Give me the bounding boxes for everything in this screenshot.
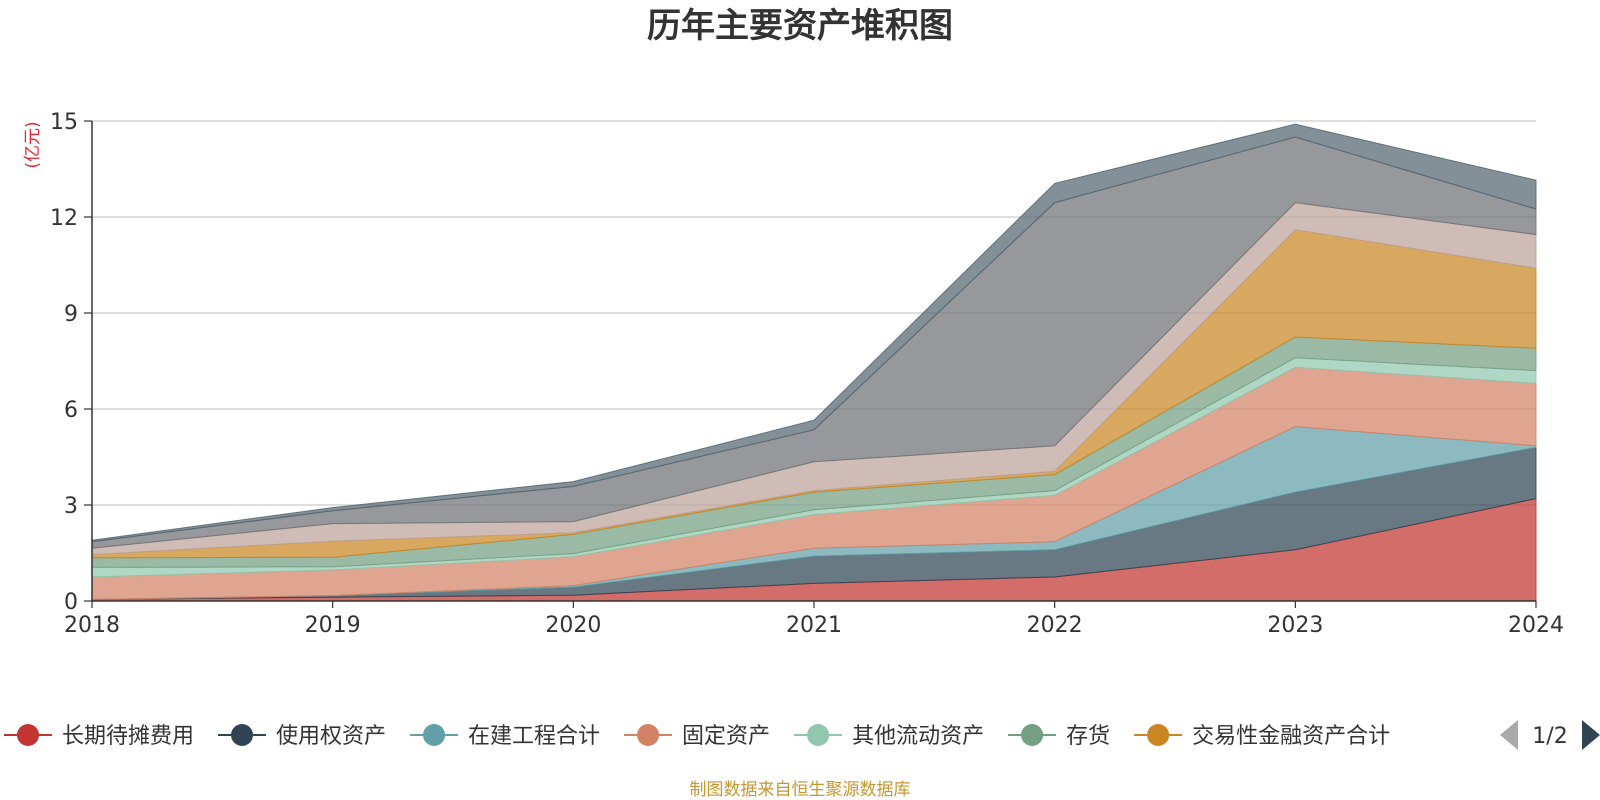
legend-item-5[interactable]: 存货 bbox=[1008, 724, 1110, 749]
y-tick-label-0: 0 bbox=[64, 590, 78, 615]
legend-dot-icon bbox=[807, 724, 830, 746]
x-tick-label-0: 2018 bbox=[64, 613, 120, 638]
legend-item-1[interactable]: 使用权资产 bbox=[218, 724, 386, 749]
legend-dot-icon bbox=[1021, 724, 1044, 746]
legend-item-2[interactable]: 在建工程合计 bbox=[410, 724, 600, 749]
x-tick-label-4: 2022 bbox=[1027, 613, 1083, 638]
legend-item-6[interactable]: 交易性金融资产合计 bbox=[1134, 724, 1390, 749]
x-tick-label-6: 2024 bbox=[1508, 613, 1564, 638]
area-series-9 bbox=[91, 123, 1537, 543]
y-tick-label-5: 15 bbox=[50, 110, 78, 135]
y-axis-unit: (亿元) bbox=[23, 121, 43, 168]
legend-item-4[interactable]: 其他流动资产 bbox=[794, 724, 984, 749]
legend-item-3[interactable]: 固定资产 bbox=[624, 724, 770, 749]
legend-label: 长期待摊费用 bbox=[62, 724, 194, 749]
x-tick-label-5: 2023 bbox=[1267, 613, 1323, 638]
legend-dot-icon bbox=[17, 724, 39, 746]
data-source-note: 制图数据来自恒生聚源数据库 bbox=[690, 780, 911, 800]
y-tick-label-4: 12 bbox=[50, 206, 78, 231]
legend-dot-icon bbox=[423, 724, 446, 746]
legend: 长期待摊费用 使用权资产 在建工程合计 固定资产 其他流动资产 存货 交易性金融资产合计 1/… bbox=[4, 720, 1600, 750]
x-tick-label-3: 2021 bbox=[786, 613, 842, 638]
legend-label: 交易性金融资产合计 bbox=[1192, 724, 1390, 749]
legend-page-indicator: 1/2 bbox=[1532, 724, 1567, 749]
y-tick-label-3: 9 bbox=[64, 302, 78, 327]
legend-next-page-icon[interactable] bbox=[1582, 720, 1600, 750]
legend-dot-icon bbox=[1147, 724, 1170, 746]
legend-label: 在建工程合计 bbox=[468, 724, 600, 749]
legend-item-0[interactable]: 长期待摊费用 bbox=[4, 724, 194, 749]
legend-dot-icon bbox=[637, 724, 660, 746]
y-tick-label-1: 3 bbox=[64, 494, 78, 519]
y-tick-label-2: 6 bbox=[64, 398, 78, 423]
x-tick-label-1: 2019 bbox=[305, 613, 361, 638]
legend-label: 固定资产 bbox=[682, 724, 770, 749]
legend-prev-page-icon[interactable] bbox=[1500, 720, 1518, 750]
legend-label: 使用权资产 bbox=[276, 724, 386, 749]
legend-label: 其他流动资产 bbox=[852, 724, 984, 749]
legend-label: 存货 bbox=[1066, 724, 1110, 749]
axes: 0 3 6 9 12 15 2018 2019 2020 2021 2022 2023 2024 bbox=[50, 110, 1564, 638]
legend-dot-icon bbox=[231, 724, 254, 746]
chart-title: 历年主要资产堆积图 bbox=[647, 6, 953, 46]
area-series-group bbox=[91, 123, 1537, 602]
x-tick-label-2: 2020 bbox=[545, 613, 601, 638]
